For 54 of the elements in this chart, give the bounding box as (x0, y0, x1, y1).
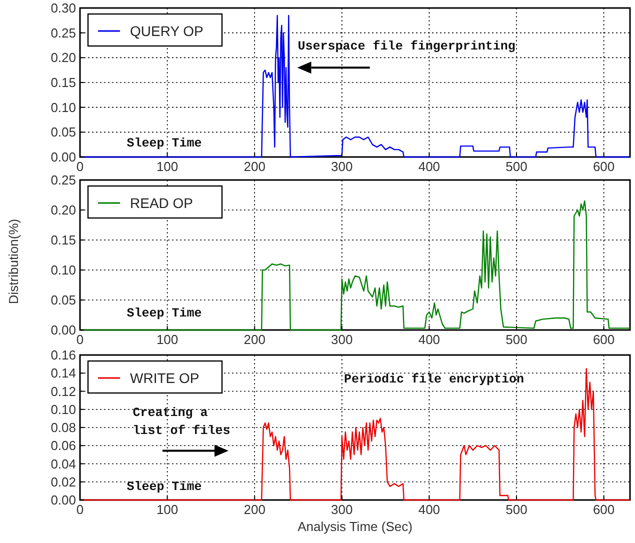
x-tick-label: 0 (76, 332, 84, 347)
y-tick-label: 0.02 (50, 474, 76, 490)
x-tick-label: 400 (418, 502, 440, 517)
y-tick-label: 0.16 (50, 348, 76, 362)
annotation: Sleep Time (126, 306, 202, 320)
x-tick-label: 300 (331, 502, 353, 517)
y-tick-label: 0.25 (50, 25, 76, 40)
x-tick-label: 500 (506, 502, 528, 517)
x-tick-label: 300 (331, 159, 353, 174)
x-tick-label: 100 (156, 502, 178, 517)
legend-label: READ OP (130, 195, 194, 211)
x-tick-label: 200 (244, 502, 266, 517)
x-tick-label: 200 (244, 332, 266, 347)
y-tick-label: 0.00 (50, 492, 76, 508)
x-tick-label: 300 (331, 332, 353, 347)
y-tick-label: 0.12 (50, 384, 76, 399)
y-tick-label: 0.15 (50, 75, 76, 90)
y-tick-label: 0.20 (50, 202, 76, 218)
y-tick-label: 0.05 (50, 292, 76, 308)
x-tick-label: 0 (76, 502, 84, 517)
x-tick-label: 400 (418, 159, 440, 174)
legend-label: QUERY OP (130, 23, 204, 39)
y-tick-label: 0.20 (50, 50, 76, 66)
x-tick-label: 100 (156, 159, 178, 174)
x-tick-label: 500 (506, 159, 528, 174)
y-tick-label: 0.05 (50, 124, 76, 140)
y-tick-label: 0.14 (50, 366, 76, 381)
annotation: Creating a list of files (132, 406, 230, 438)
x-tick-label: 600 (592, 332, 615, 347)
y-tick-label: 0.10 (50, 402, 76, 417)
y-tick-label: 0.15 (50, 232, 76, 248)
x-tick-label: 500 (506, 332, 528, 347)
legend-label: WRITE OP (130, 370, 200, 386)
y-tick-label: 0.10 (50, 262, 76, 278)
annotation: Sleep Time (126, 136, 202, 151)
y-tick-label: 0.10 (50, 100, 76, 115)
x-tick-label: 600 (592, 502, 615, 517)
x-tick-label: 600 (592, 159, 615, 174)
annotation: Userspace file fingerprinting (298, 40, 516, 54)
x-tick-label: 200 (244, 159, 266, 174)
y-axis-title: Distribution(%) (6, 218, 21, 304)
y-tick-label: 0.25 (50, 172, 76, 188)
y-tick-label: 0.30 (50, 0, 76, 16)
annotation: Periodic file encryption (344, 372, 524, 387)
x-tick-label: 100 (156, 332, 178, 347)
y-tick-label: 0.00 (50, 150, 76, 164)
annotation: Sleep Time (126, 480, 202, 494)
x-tick-label: 400 (418, 332, 440, 347)
y-tick-label: 0.06 (50, 438, 76, 454)
y-tick-label: 0.00 (50, 322, 76, 338)
y-tick-label: 0.08 (50, 420, 76, 435)
y-tick-label: 0.04 (50, 456, 76, 472)
x-tick-label: 0 (76, 159, 84, 174)
x-axis-title: Analysis Time (Sec) (298, 519, 412, 534)
